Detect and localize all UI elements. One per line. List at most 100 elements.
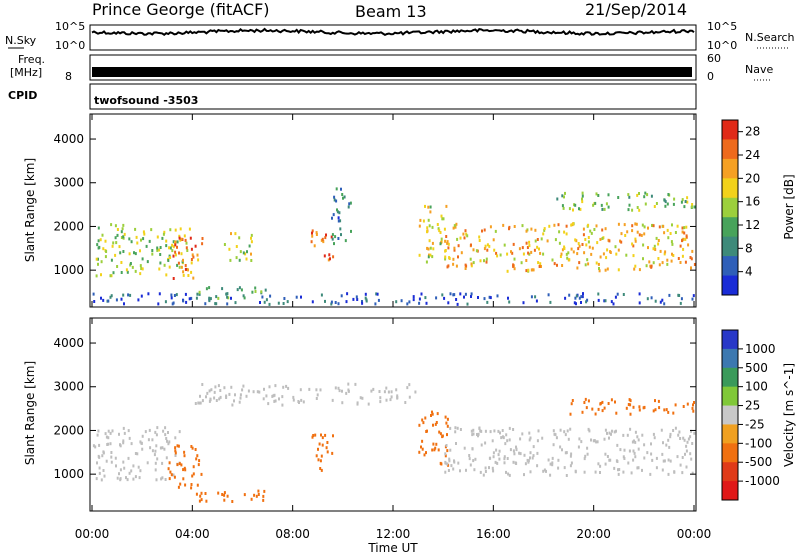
power-cell bbox=[530, 250, 533, 254]
power-cell bbox=[586, 258, 589, 262]
power-cell bbox=[577, 242, 580, 245]
velocity-colorbar-tick-label: -500 bbox=[745, 455, 772, 469]
power-cell bbox=[561, 194, 564, 198]
power-cell bbox=[580, 295, 583, 299]
velocity-cell bbox=[148, 428, 151, 432]
velocity-cell bbox=[122, 439, 125, 443]
velocity-cell bbox=[667, 410, 670, 414]
power-cell bbox=[324, 236, 327, 240]
power-cell bbox=[129, 262, 132, 265]
velocity-cell bbox=[691, 471, 694, 475]
velocity-cell bbox=[274, 399, 277, 403]
power-cell bbox=[670, 240, 673, 244]
velocity-cell bbox=[681, 456, 684, 459]
power-cell bbox=[557, 223, 560, 227]
power-cell bbox=[664, 204, 667, 208]
power-cell bbox=[190, 270, 193, 274]
power-cell bbox=[99, 238, 102, 242]
velocity-cell bbox=[219, 389, 222, 392]
velocity-cell bbox=[231, 500, 234, 503]
power-cell bbox=[133, 251, 135, 255]
power-cell bbox=[543, 228, 546, 232]
power-cell bbox=[648, 260, 651, 264]
power-y-tick-label: 1000 bbox=[53, 263, 84, 277]
power-cell bbox=[553, 262, 556, 266]
velocity-cell bbox=[532, 454, 535, 458]
velocity-cell bbox=[655, 456, 658, 460]
velocity-cell bbox=[272, 394, 275, 398]
velocity-cell bbox=[673, 470, 676, 474]
power-cell bbox=[681, 230, 684, 234]
velocity-cell bbox=[528, 431, 531, 435]
power-cell bbox=[338, 211, 341, 215]
velocity-cell bbox=[292, 398, 295, 402]
power-cell bbox=[470, 264, 473, 268]
power-cell bbox=[539, 262, 542, 266]
power-cell bbox=[646, 297, 649, 301]
power-cell bbox=[561, 248, 564, 252]
power-cell bbox=[603, 207, 606, 211]
velocity-cell bbox=[177, 444, 180, 448]
power-cell bbox=[663, 252, 666, 256]
power-cell bbox=[192, 255, 195, 259]
velocity-cell bbox=[234, 393, 236, 397]
velocity-cell bbox=[583, 457, 586, 461]
power-colorbar-tick-label: 4 bbox=[745, 265, 753, 279]
power-cell bbox=[470, 292, 473, 296]
power-cell bbox=[489, 296, 492, 300]
power-cell bbox=[464, 292, 467, 296]
power-cell bbox=[330, 235, 333, 239]
velocity-cell bbox=[387, 390, 390, 394]
power-cell bbox=[527, 268, 530, 272]
velocity-cell bbox=[383, 390, 386, 394]
x-axis-ticks: 00:00 04:00 08:00 12:00 16:00 20:00 00:00 bbox=[75, 114, 711, 541]
velocity-cell bbox=[594, 470, 597, 474]
velocity-cell bbox=[214, 385, 217, 389]
velocity-cell bbox=[125, 476, 127, 480]
power-cell bbox=[182, 270, 185, 274]
velocity-cell bbox=[634, 440, 637, 444]
velocity-cell bbox=[174, 454, 177, 457]
velocity-cell bbox=[565, 474, 568, 477]
velocity-cell bbox=[447, 469, 450, 472]
power-cell bbox=[530, 227, 533, 231]
power-cell bbox=[631, 242, 634, 246]
velocity-cell bbox=[599, 402, 602, 406]
power-cell bbox=[109, 295, 112, 299]
power-cell bbox=[142, 237, 145, 241]
power-cell bbox=[486, 243, 489, 247]
velocity-cell bbox=[610, 432, 612, 436]
power-cell bbox=[92, 292, 95, 296]
power-cell bbox=[470, 243, 472, 247]
power-cell bbox=[562, 206, 565, 210]
power-cell bbox=[148, 239, 151, 243]
power-echo-cells bbox=[92, 187, 696, 306]
velocity-cell bbox=[632, 405, 635, 409]
power-cell bbox=[565, 252, 568, 256]
velocity-cell bbox=[634, 430, 637, 434]
velocity-colorbar-swatch bbox=[722, 443, 738, 463]
velocity-cell bbox=[543, 468, 546, 472]
velocity-cell bbox=[508, 473, 511, 477]
velocity-cell bbox=[315, 388, 318, 392]
velocity-cell bbox=[233, 399, 235, 403]
power-cell bbox=[100, 296, 102, 300]
power-cell bbox=[116, 233, 119, 237]
power-cell bbox=[595, 261, 598, 265]
velocity-cell bbox=[685, 465, 688, 469]
power-cell bbox=[441, 217, 444, 221]
velocity-cell bbox=[213, 396, 216, 400]
power-cell bbox=[576, 266, 579, 270]
velocity-cell bbox=[257, 493, 260, 496]
power-cell bbox=[187, 274, 190, 277]
power-cell bbox=[342, 196, 344, 200]
velocity-cell bbox=[435, 442, 438, 446]
power-cell bbox=[584, 263, 587, 267]
power-cell bbox=[601, 207, 604, 211]
velocity-cell bbox=[468, 457, 471, 461]
velocity-cell bbox=[107, 429, 110, 433]
velocity-cell bbox=[610, 398, 613, 402]
freq-unit-label: [MHz] bbox=[10, 66, 42, 79]
power-cell bbox=[221, 287, 224, 291]
power-cell bbox=[182, 299, 185, 303]
